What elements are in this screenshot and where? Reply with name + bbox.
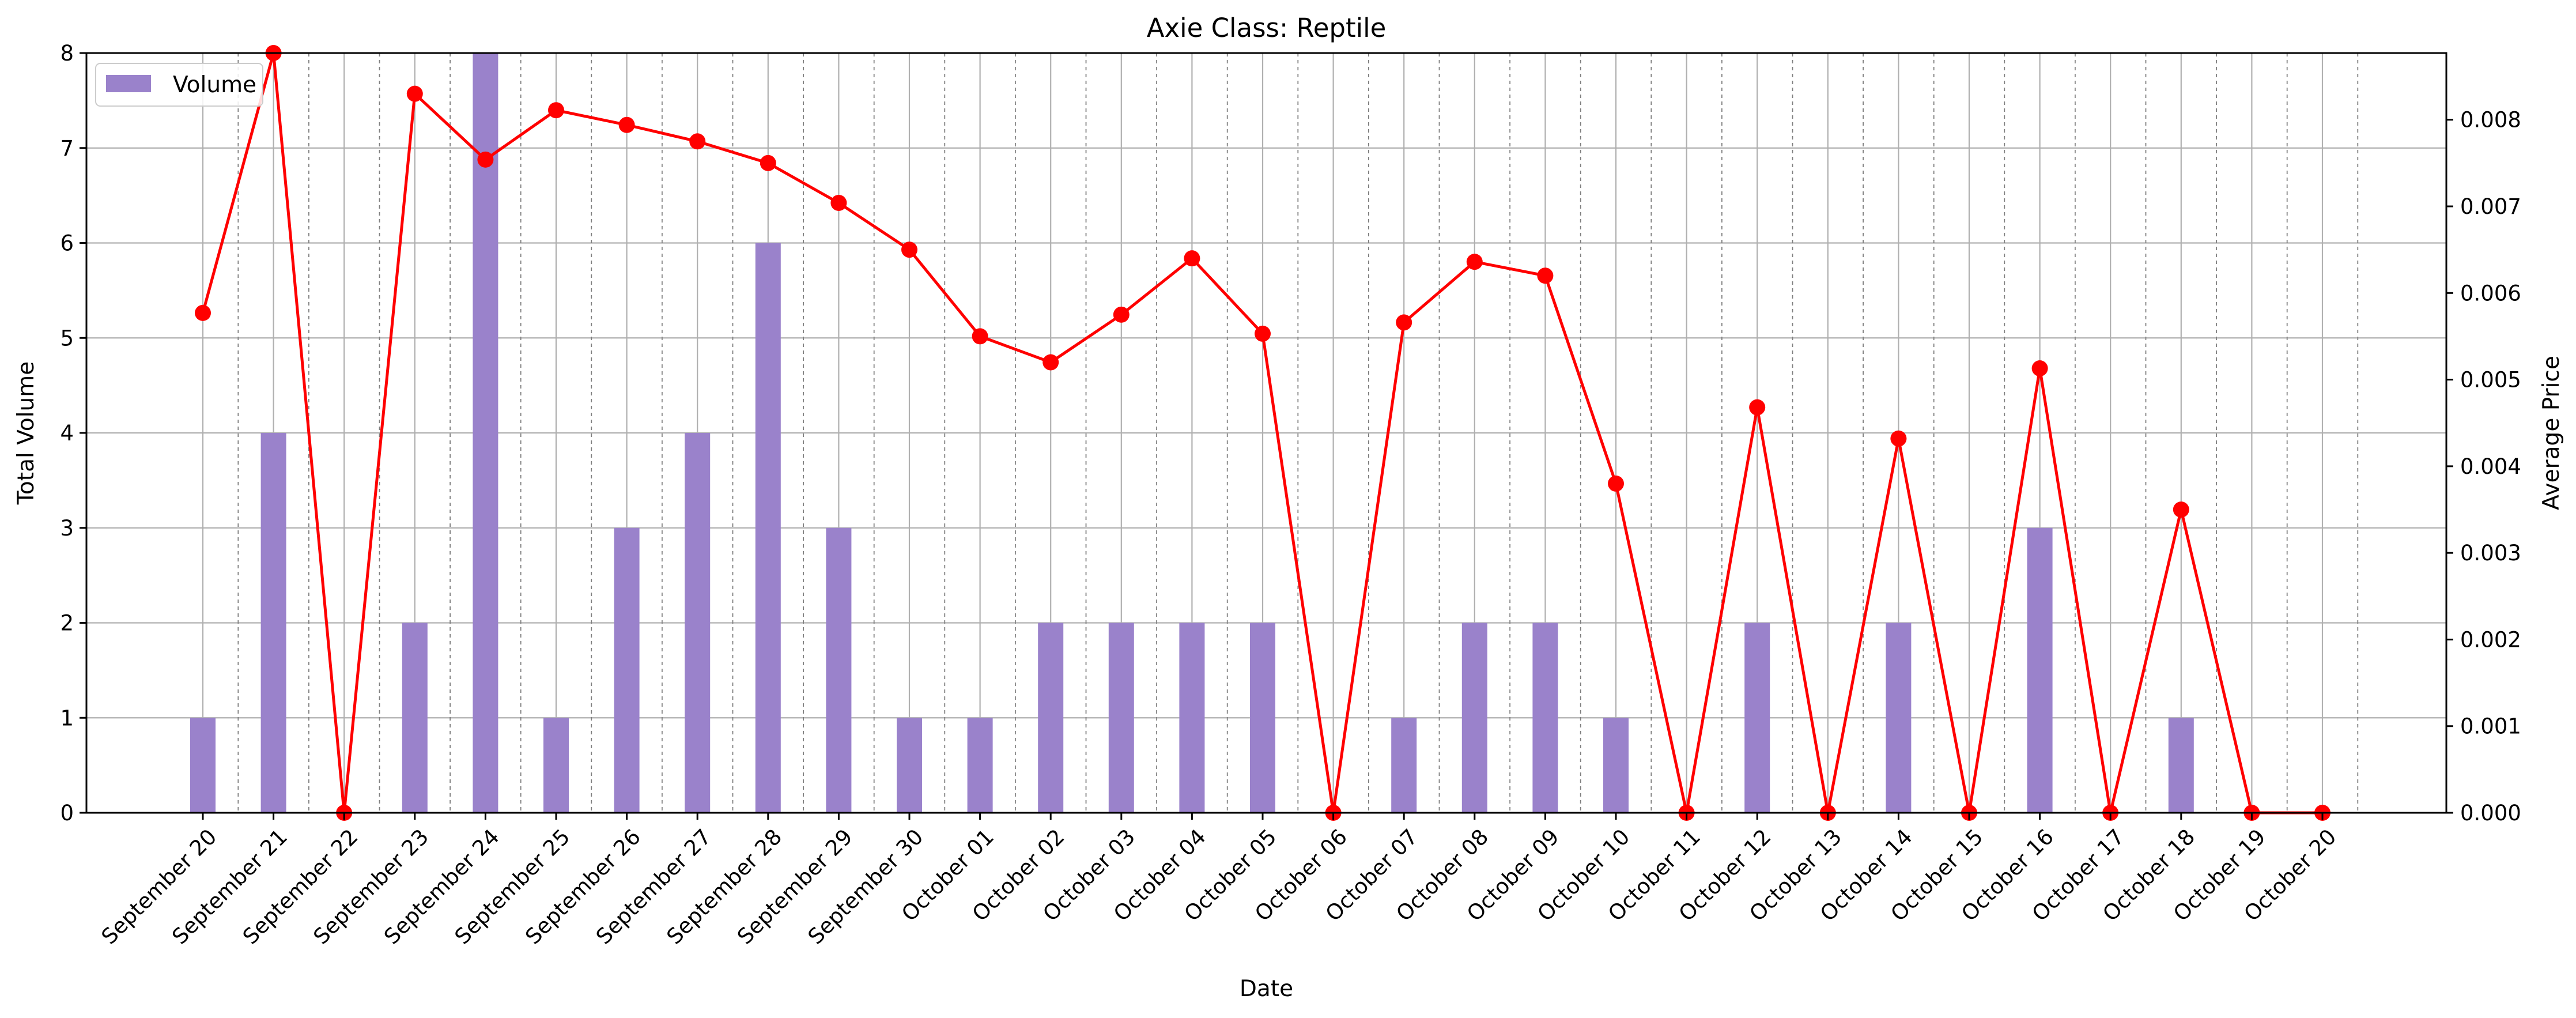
volume-bar bbox=[967, 718, 993, 813]
price-point bbox=[689, 133, 706, 150]
price-point bbox=[830, 194, 847, 211]
price-point bbox=[2173, 502, 2189, 518]
volume-bar bbox=[260, 433, 286, 813]
y2-axis-label: Average Price bbox=[2539, 356, 2564, 510]
legend-box bbox=[95, 63, 263, 107]
volume-bar bbox=[543, 718, 569, 813]
volume-bar bbox=[2168, 718, 2194, 813]
price-point bbox=[1396, 314, 1412, 331]
right-axis: 0.000 0.001 0.002 0.003 0.004 0.005 0.006 0.007… bbox=[2446, 108, 2521, 825]
y2-tick-label: 0.003 bbox=[2460, 541, 2521, 565]
price-point bbox=[195, 304, 211, 321]
volume-bar bbox=[473, 53, 498, 813]
volume-bar bbox=[1250, 623, 1275, 813]
price-point bbox=[1890, 430, 1907, 447]
x-axis-label: Date bbox=[1240, 976, 1293, 1002]
y-tick-label: 0 bbox=[60, 801, 74, 825]
left-axis: 0 1 2 3 4 5 6 7 8 bbox=[60, 41, 86, 825]
price-point bbox=[1749, 399, 1766, 416]
price-point bbox=[477, 151, 494, 168]
volume-bar bbox=[1108, 623, 1134, 813]
y-tick-label: 7 bbox=[60, 136, 74, 161]
price-point bbox=[1255, 325, 1271, 342]
y-tick-label: 8 bbox=[60, 41, 74, 66]
y2-tick-label: 0.001 bbox=[2460, 714, 2521, 739]
price-point bbox=[548, 102, 564, 119]
price-point bbox=[406, 85, 423, 102]
price-point bbox=[901, 242, 917, 258]
y2-tick-label: 0.002 bbox=[2460, 627, 2521, 652]
price-point bbox=[1043, 354, 1059, 371]
y2-tick-label: 0.007 bbox=[2460, 194, 2521, 219]
price-point bbox=[1608, 475, 1624, 492]
volume-bar bbox=[826, 527, 852, 813]
volume-bar bbox=[685, 433, 711, 813]
y2-tick-label: 0.008 bbox=[2460, 108, 2521, 133]
volume-bar bbox=[1886, 623, 1912, 813]
y-tick-label: 5 bbox=[60, 326, 74, 350]
legend-swatch-volume bbox=[106, 75, 151, 92]
y2-tick-label: 0.005 bbox=[2460, 368, 2521, 393]
price-point bbox=[618, 116, 635, 133]
volume-bars bbox=[190, 53, 2194, 813]
y-axis-label: Total Volume bbox=[13, 361, 39, 506]
volume-bar bbox=[1391, 718, 1417, 813]
volume-bar bbox=[1744, 623, 1770, 813]
price-point bbox=[1113, 306, 1130, 323]
y2-tick-label: 0.000 bbox=[2460, 801, 2521, 825]
volume-bar bbox=[1532, 623, 1558, 813]
y2-tick-label: 0.006 bbox=[2460, 281, 2521, 306]
volume-bar bbox=[614, 527, 640, 813]
chart-title: Axie Class: Reptile bbox=[1147, 13, 1387, 43]
y2-tick-label: 0.004 bbox=[2460, 454, 2521, 479]
price-point bbox=[972, 328, 988, 345]
volume-bar bbox=[402, 623, 428, 813]
price-point bbox=[1537, 267, 1554, 284]
y-tick-label: 2 bbox=[60, 611, 74, 636]
y-tick-label: 3 bbox=[60, 516, 74, 541]
price-point bbox=[1184, 250, 1200, 267]
volume-bar bbox=[1179, 623, 1205, 813]
volume-bar bbox=[755, 243, 781, 813]
price-point bbox=[2031, 360, 2048, 377]
y-tick-label: 6 bbox=[60, 231, 74, 256]
volume-bar bbox=[1603, 718, 1629, 813]
legend-label-volume: Volume bbox=[173, 72, 256, 98]
volume-bar bbox=[2027, 527, 2053, 813]
volume-bar bbox=[897, 718, 922, 813]
volume-bar bbox=[190, 718, 216, 813]
y-tick-label: 4 bbox=[60, 421, 74, 446]
y-tick-label: 1 bbox=[60, 706, 74, 730]
volume-bar bbox=[1461, 623, 1487, 813]
legend: Volume bbox=[95, 63, 263, 107]
volume-bar bbox=[1038, 623, 1064, 813]
price-point bbox=[1466, 254, 1483, 270]
price-point bbox=[760, 154, 776, 171]
